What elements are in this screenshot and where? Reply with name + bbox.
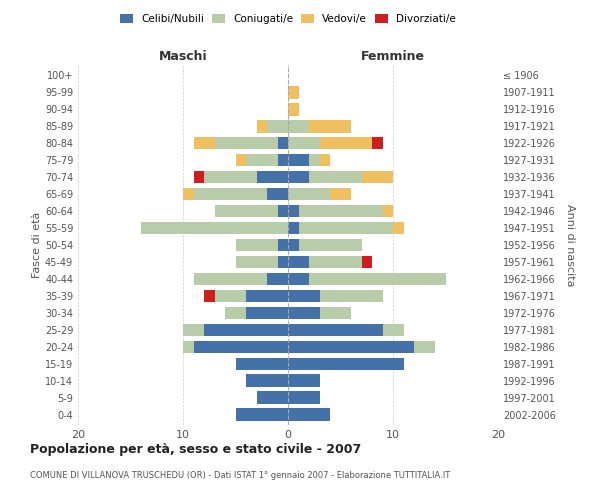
Bar [246, 154, 277, 166]
Bar [235, 408, 288, 421]
Bar [288, 324, 383, 336]
Bar [277, 238, 288, 252]
Bar [183, 340, 193, 353]
Bar [215, 136, 277, 149]
Bar [215, 204, 277, 218]
Bar [193, 136, 215, 149]
Bar [309, 256, 361, 268]
Bar [288, 290, 320, 302]
Bar [193, 188, 267, 200]
Bar [288, 222, 299, 234]
Bar [193, 340, 288, 353]
Bar [288, 392, 320, 404]
Bar [235, 256, 277, 268]
Bar [320, 290, 383, 302]
Bar [320, 136, 372, 149]
Bar [288, 340, 414, 353]
Bar [288, 204, 299, 218]
Bar [235, 358, 288, 370]
Bar [288, 170, 309, 183]
Bar [299, 238, 361, 252]
Bar [257, 120, 267, 132]
Bar [299, 222, 393, 234]
Bar [183, 188, 193, 200]
Legend: Celibi/Nubili, Coniugati/e, Vedovi/e, Divorziati/e: Celibi/Nubili, Coniugati/e, Vedovi/e, Di… [116, 10, 460, 29]
Text: Maschi: Maschi [158, 50, 208, 64]
Bar [267, 120, 288, 132]
Bar [309, 120, 351, 132]
Bar [320, 306, 351, 320]
Bar [383, 204, 393, 218]
Bar [246, 290, 288, 302]
Bar [320, 154, 330, 166]
Bar [277, 136, 288, 149]
Bar [204, 324, 288, 336]
Bar [288, 238, 299, 252]
Bar [204, 290, 215, 302]
Bar [257, 170, 288, 183]
Bar [288, 358, 404, 370]
Text: COMUNE DI VILLANOVA TRUSCHEDU (OR) - Dati ISTAT 1° gennaio 2007 - Elaborazione T: COMUNE DI VILLANOVA TRUSCHEDU (OR) - Dat… [30, 470, 450, 480]
Bar [393, 222, 404, 234]
Bar [372, 136, 383, 149]
Bar [235, 154, 246, 166]
Bar [288, 103, 299, 116]
Bar [288, 86, 299, 99]
Bar [299, 204, 383, 218]
Bar [288, 154, 309, 166]
Bar [288, 272, 309, 285]
Bar [246, 374, 288, 387]
Bar [288, 136, 320, 149]
Bar [288, 306, 320, 320]
Bar [361, 256, 372, 268]
Text: Femmine: Femmine [361, 50, 425, 64]
Bar [193, 170, 204, 183]
Bar [309, 170, 361, 183]
Bar [235, 238, 277, 252]
Text: Popolazione per età, sesso e stato civile - 2007: Popolazione per età, sesso e stato civil… [30, 442, 361, 456]
Bar [277, 256, 288, 268]
Bar [257, 392, 288, 404]
Bar [288, 374, 320, 387]
Bar [277, 204, 288, 218]
Bar [277, 154, 288, 166]
Bar [267, 188, 288, 200]
Bar [330, 188, 351, 200]
Bar [225, 306, 246, 320]
Y-axis label: Fasce di età: Fasce di età [32, 212, 42, 278]
Bar [183, 324, 204, 336]
Bar [361, 170, 393, 183]
Bar [288, 408, 330, 421]
Bar [288, 256, 309, 268]
Bar [204, 170, 257, 183]
Bar [267, 272, 288, 285]
Bar [288, 120, 309, 132]
Bar [288, 188, 330, 200]
Bar [309, 154, 320, 166]
Bar [309, 272, 445, 285]
Bar [246, 306, 288, 320]
Y-axis label: Anni di nascita: Anni di nascita [565, 204, 575, 286]
Bar [193, 272, 267, 285]
Bar [414, 340, 435, 353]
Bar [215, 290, 246, 302]
Bar [383, 324, 404, 336]
Bar [141, 222, 288, 234]
